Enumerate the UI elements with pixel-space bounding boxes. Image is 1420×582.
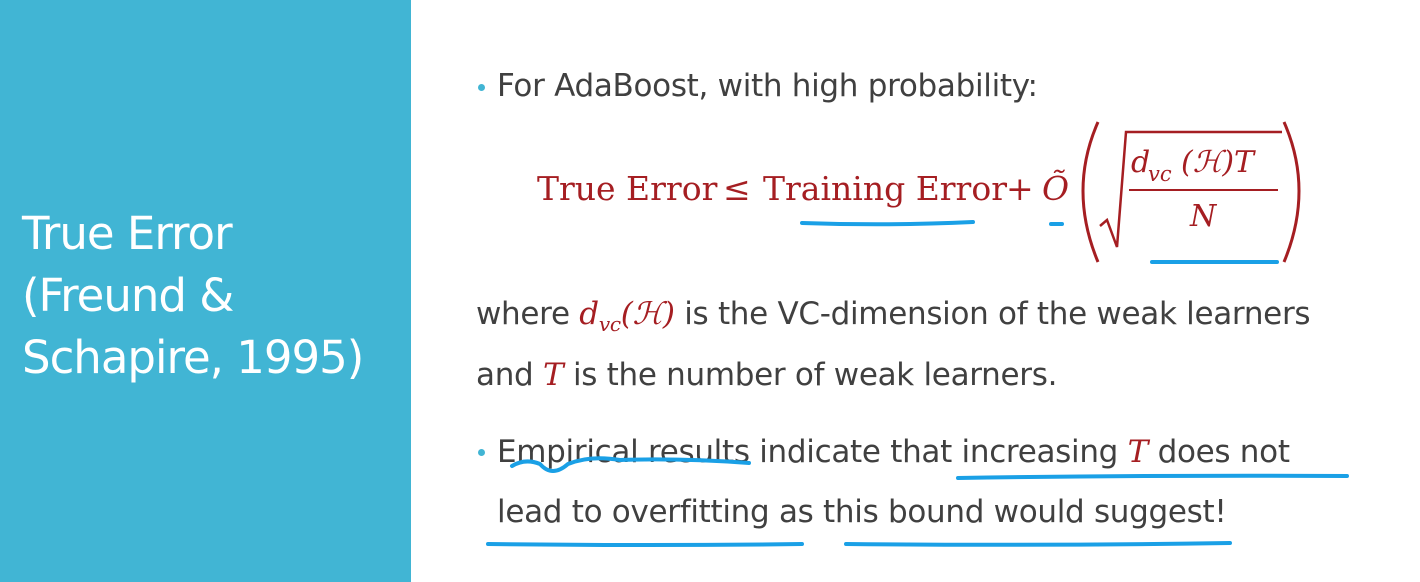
vc-d: d — [579, 296, 599, 332]
where-line: where dvc(ℋ) is the VC-dimension of the … — [476, 296, 1311, 336]
title-line-2: (Freund & — [22, 269, 234, 322]
eq-plus: + — [1006, 169, 1034, 208]
eq-big-o: Õ — [1042, 168, 1069, 208]
eq-num-rest: (ℋ)T — [1181, 145, 1256, 180]
eq-denominator: N — [1189, 199, 1218, 234]
eq-num-sub: vc — [1148, 162, 1172, 186]
bullet-2-line-1: Empirical results indicate that increasi… — [497, 434, 1290, 470]
title-line-3: Schapire, 1995) — [22, 331, 364, 384]
bullet-2-part1: Empirical results indicate that increasi… — [497, 434, 1119, 470]
and-rest: is the number of weak learners. — [572, 357, 1058, 393]
vc-symbol: dvc(ℋ) — [579, 296, 675, 336]
bullet-dot-2 — [478, 449, 485, 456]
eq-right-paren — [1282, 121, 1301, 263]
eq-le-symbol: ≤ — [723, 169, 751, 208]
vc-sub: vc — [598, 312, 621, 337]
eq-num-d: d — [1131, 145, 1150, 180]
where-rest: is the VC-dimension of the weak learners — [684, 296, 1311, 332]
and-line: and T is the number of weak learners. — [476, 357, 1057, 393]
bullet-1-text: For AdaBoost, with high probability: — [497, 68, 1038, 104]
slide-title: True Error (Freund & Schapire, 1995) — [22, 203, 364, 389]
eq-left-paren — [1081, 121, 1100, 263]
eq-radical — [1099, 130, 1282, 248]
title-line-1: True Error — [22, 207, 233, 260]
and-word: and — [476, 357, 534, 393]
eq-true-error: True Error — [537, 169, 718, 208]
eq-training-error: Training Error — [763, 169, 1007, 208]
t-symbol-2: T — [1127, 434, 1149, 470]
bullet-dot-1 — [478, 84, 485, 91]
where-word: where — [476, 296, 570, 332]
bullet-2-part2: does not — [1157, 434, 1290, 470]
vc-h: (ℋ) — [620, 296, 675, 332]
bullet-2-line-2: lead to overfitting as this bound would … — [497, 494, 1227, 530]
t-symbol-1: T — [542, 357, 564, 393]
title-panel: True Error (Freund & Schapire, 1995) — [0, 0, 411, 582]
